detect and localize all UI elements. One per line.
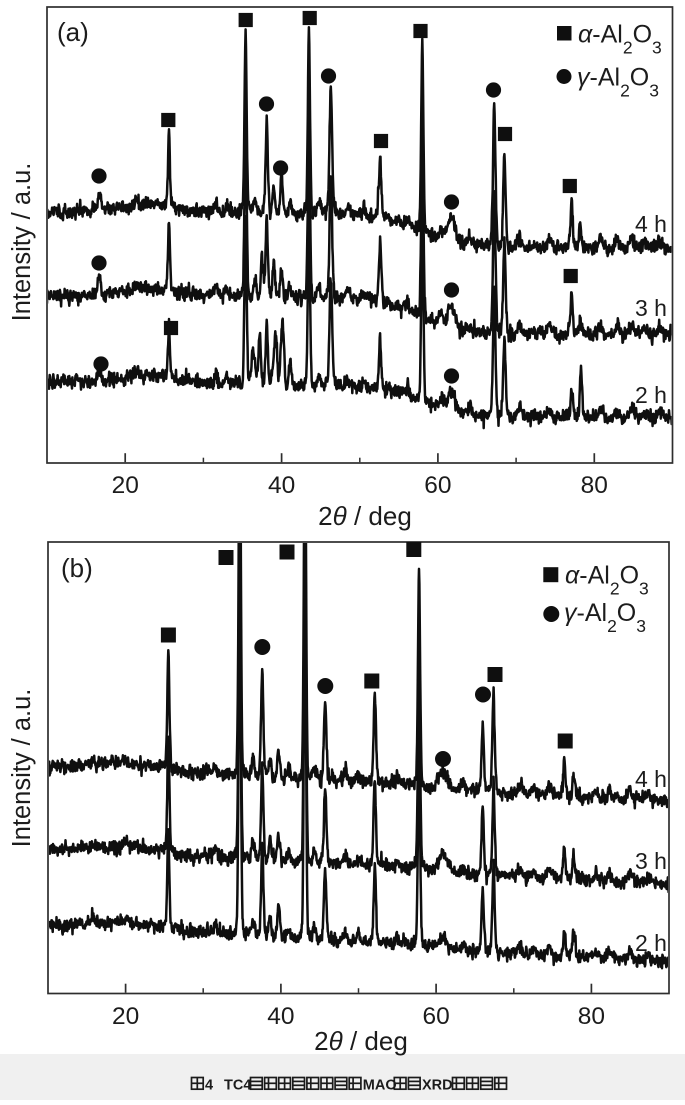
- svg-text:80: 80: [578, 1003, 605, 1030]
- svg-text:20: 20: [112, 472, 139, 499]
- svg-text:4 h: 4 h: [635, 766, 667, 792]
- svg-text:3 h: 3 h: [635, 295, 667, 321]
- svg-text:Intensity / a.u.: Intensity / a.u.: [8, 689, 36, 848]
- svg-text:60: 60: [422, 1003, 449, 1030]
- svg-text:(a): (a): [57, 17, 89, 47]
- svg-text:MAO: MAO: [363, 1078, 397, 1094]
- svg-text:TC4: TC4: [224, 1078, 251, 1094]
- svg-text:3 h: 3 h: [635, 848, 667, 874]
- svg-text:40: 40: [267, 1003, 294, 1030]
- svg-text:80: 80: [581, 472, 608, 499]
- svg-text:60: 60: [424, 472, 451, 499]
- svg-text:2 h: 2 h: [635, 382, 667, 408]
- svg-text:2θ / deg: 2θ / deg: [318, 501, 412, 531]
- svg-text:40: 40: [268, 472, 295, 499]
- svg-text:20: 20: [112, 1003, 139, 1030]
- svg-text:Intensity / a.u.: Intensity / a.u.: [8, 163, 36, 322]
- svg-text:4: 4: [205, 1078, 213, 1094]
- svg-text:4 h: 4 h: [635, 211, 667, 237]
- svg-text:XRD: XRD: [422, 1078, 453, 1094]
- svg-text:2 h: 2 h: [635, 930, 667, 956]
- svg-text:(b): (b): [61, 553, 93, 583]
- svg-text:2θ / deg: 2θ / deg: [314, 1026, 408, 1056]
